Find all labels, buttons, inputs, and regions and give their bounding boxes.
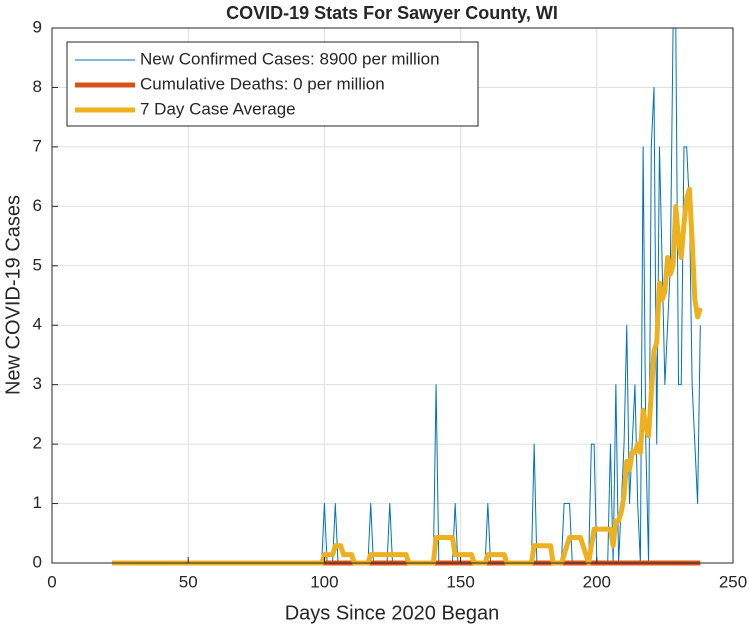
- y-tick-label: 4: [33, 315, 42, 334]
- x-tick-label: 150: [446, 572, 474, 591]
- y-tick-label: 0: [33, 552, 42, 571]
- y-tick-label: 7: [33, 136, 42, 155]
- y-tick-label: 1: [33, 493, 42, 512]
- x-axis-label: Days Since 2020 Began: [285, 602, 500, 624]
- chart-title: COVID-19 Stats For Sawyer County, WI: [226, 3, 558, 23]
- y-tick-label: 2: [33, 434, 42, 453]
- ticks: 0 50 100 150 200 250 0 1 2 3 4 5 6 7 8 9: [33, 17, 748, 591]
- axes-box: [51, 27, 734, 564]
- y-axis-label: New COVID-19 Cases: [2, 195, 24, 395]
- legend-label: Cumulative Deaths: 0 per million: [140, 74, 385, 93]
- legend: New Confirmed Cases: 8900 per million Cum…: [66, 41, 479, 127]
- y-tick-label: 5: [33, 255, 42, 274]
- x-tick-label: 0: [47, 572, 56, 591]
- legend-label: 7 Day Case Average: [140, 99, 296, 118]
- x-tick-label: 200: [583, 572, 611, 591]
- legend-label: New Confirmed Cases: 8900 per million: [140, 49, 440, 68]
- y-tick-label: 6: [33, 196, 42, 215]
- x-tick-label: 50: [179, 572, 198, 591]
- y-tick-label: 3: [33, 374, 42, 393]
- x-tick-label: 100: [310, 572, 338, 591]
- x-tick-label: 250: [719, 572, 747, 591]
- y-tick-label: 9: [33, 17, 42, 36]
- y-tick-label: 8: [33, 77, 42, 96]
- legend-box: [66, 41, 479, 127]
